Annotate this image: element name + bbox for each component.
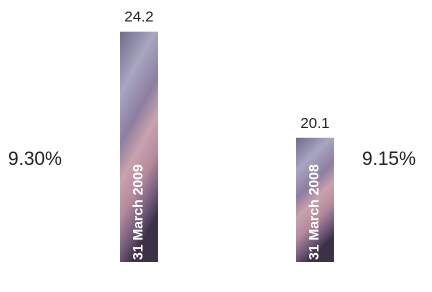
value-label: 20.1 xyxy=(300,115,329,132)
category-label: 31 March 2009 xyxy=(130,164,146,260)
value-label: 24.2 xyxy=(124,9,153,26)
annotation: 9.15% xyxy=(362,149,416,170)
annotation: 9.30% xyxy=(8,149,62,170)
category-label: 31 March 2008 xyxy=(306,164,322,260)
chart: 9.30% 9.15% 24.2 31 March 2009 20.1 31 Marc… xyxy=(0,0,432,292)
